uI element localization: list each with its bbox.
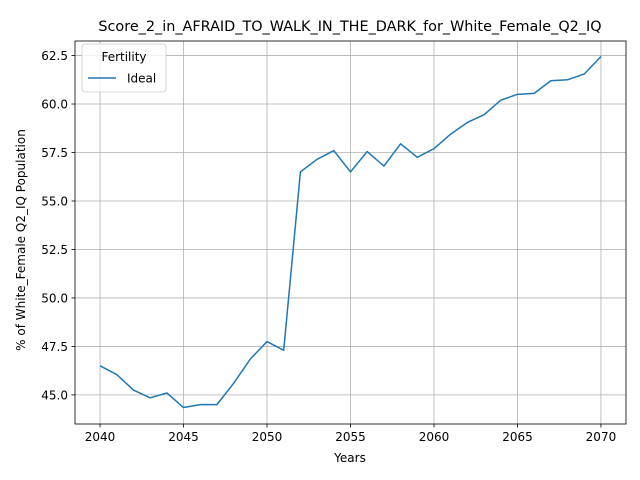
legend: Fertility Ideal [81,43,167,93]
y-tick-label: 60.0 [41,98,68,112]
legend-entry-label: Ideal [127,72,156,86]
y-tick-label: 52.5 [41,243,68,257]
x-tick-label: 2050 [252,430,283,444]
y-tick-label: 62.5 [41,49,68,63]
x-tick-label: 2060 [419,430,450,444]
y-axis-label: % of White_Female Q2_IQ Population [14,129,28,351]
y-tick-label: 57.5 [41,146,68,160]
series-layer [99,55,602,409]
chart-title: Score_2_in_AFRAID_TO_WALK_IN_THE_DARK_fo… [98,19,601,35]
series-line-ideal [99,55,602,409]
x-tick-label: 2040 [85,430,116,444]
x-axis-label: Years [333,451,366,465]
y-tick-label: 55.0 [41,194,68,208]
grid-lines [75,41,626,424]
y-tick-label: 47.5 [41,340,68,354]
legend-box [81,43,167,93]
x-tick-label: 2065 [502,430,533,444]
y-tick-label: 45.0 [41,388,68,402]
x-tick-label: 2070 [586,430,617,444]
x-tick-label: 2045 [168,430,199,444]
x-tick-label: 2055 [335,430,366,444]
legend-title: Fertility [101,50,146,64]
y-axis: 45.0 47.5 50.0 52.5 55.0 57.5 60.0 62.5 [41,49,75,402]
x-axis: 2040 2045 2050 2055 2060 2065 2070 [85,424,616,444]
y-tick-label: 50.0 [41,291,68,305]
